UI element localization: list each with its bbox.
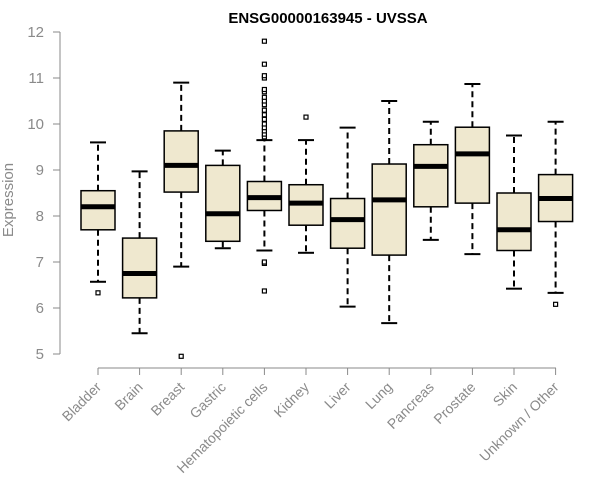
box-group — [329, 126, 366, 308]
outlier-point — [261, 86, 267, 93]
box-group — [537, 120, 574, 307]
outlier-point — [95, 290, 101, 296]
y-tick-label: 7 — [36, 254, 44, 271]
y-tick-label: 9 — [36, 162, 44, 179]
y-tick-label: 6 — [36, 300, 44, 317]
box-group — [80, 141, 116, 296]
x-tick-label: Kidney — [271, 379, 313, 421]
box-iqr — [371, 163, 407, 256]
chart-title: ENSG00000163945 - UVSSA — [228, 10, 427, 27]
outlier-point — [178, 353, 184, 359]
x-tick-label: Prostate — [430, 379, 478, 427]
y-ticks: 5 6 7 8 9 10 11 12 — [27, 24, 60, 363]
outlier-point — [552, 301, 559, 307]
box-group — [246, 38, 283, 294]
y-axis-label: Expression — [0, 163, 17, 237]
box-group — [163, 81, 199, 359]
x-tick-label: Breast — [147, 379, 187, 419]
x-tick-label: Brain — [111, 379, 145, 413]
box-group — [413, 120, 449, 241]
y-tick-label: 8 — [36, 208, 44, 225]
x-tick-label: Bladder — [59, 379, 105, 425]
box-iqr — [80, 189, 116, 231]
x-tick-label: Unknown / Other — [476, 379, 562, 465]
outlier-point — [303, 114, 309, 120]
box-group — [496, 134, 532, 290]
box-iqr — [496, 192, 532, 252]
box-iqr — [121, 237, 158, 299]
outlier-point — [261, 38, 267, 44]
box-iqr — [329, 197, 366, 249]
y-tick-label: 12 — [27, 24, 44, 41]
box-iqr — [454, 126, 491, 204]
x-tick-label: Skin — [490, 379, 521, 410]
x-tick-label: Liver — [321, 379, 354, 412]
box-group — [371, 100, 407, 325]
outlier-point — [261, 288, 267, 294]
box-group — [288, 114, 324, 254]
box-iqr — [205, 164, 241, 243]
box-iqr — [413, 143, 449, 208]
y-tick-label: 10 — [27, 116, 44, 133]
x-tick-label: Lung — [362, 379, 395, 412]
box-group — [454, 82, 491, 256]
outlier-point — [261, 116, 267, 123]
y-tick-label: 5 — [36, 346, 44, 363]
outlier-point — [261, 107, 267, 113]
box-group — [205, 149, 241, 250]
outlier-point — [261, 259, 267, 265]
boxes — [80, 38, 574, 359]
outlier-point — [261, 73, 267, 79]
outlier-point — [261, 61, 267, 67]
outlier-point — [261, 94, 267, 100]
box-iqr — [163, 130, 199, 193]
box-group — [121, 170, 158, 335]
y-tick-label: 11 — [28, 70, 44, 87]
outlier-point — [261, 121, 267, 127]
outlier-point — [261, 112, 267, 118]
